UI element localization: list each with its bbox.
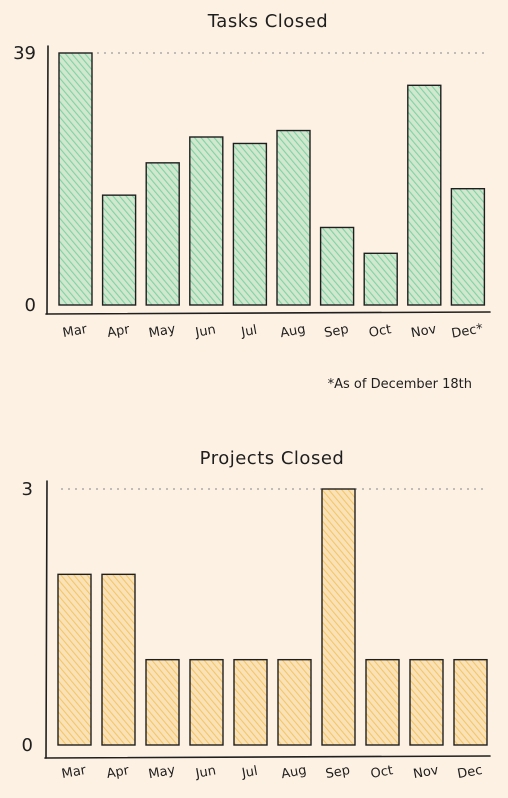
x-tick-label: May: [148, 322, 177, 341]
bar: [366, 659, 399, 745]
x-tick-label: Mar: [62, 322, 89, 341]
bar-outline: [58, 52, 93, 306]
x-tick-label: Jul: [240, 764, 259, 782]
x-tick-label: Apr: [106, 763, 131, 782]
x-tick-label: Dec: [456, 763, 483, 782]
bar-outline: [145, 658, 180, 746]
x-tick-label: Sep: [323, 322, 350, 341]
bar: [146, 162, 180, 305]
bar-outline: [232, 142, 268, 306]
bar-outline: [101, 573, 136, 746]
bar: [410, 659, 443, 745]
chart-title: Projects Closed: [200, 448, 345, 469]
bar: [278, 659, 311, 745]
bar: [451, 188, 485, 305]
bar: [364, 253, 398, 305]
bar: [233, 143, 267, 305]
bar: [58, 574, 91, 745]
x-tick-label: May: [147, 763, 176, 782]
bar-outline: [57, 573, 92, 746]
tasks-closed-chart: Tasks Closed *As of December 18th 0 39 Mar…: [13, 11, 491, 392]
y-tick-label: 39: [13, 43, 36, 64]
bar-outline: [319, 226, 355, 306]
x-axis: [45, 311, 491, 315]
x-tick-label: Jul: [239, 323, 258, 341]
x-tick-label: Jun: [194, 763, 218, 781]
bar-outline: [365, 658, 400, 746]
bar: [454, 659, 487, 745]
y-axis: [46, 45, 49, 315]
bar: [277, 130, 310, 305]
x-tick-label: Apr: [106, 322, 131, 341]
x-tick-label: Aug: [280, 763, 308, 782]
x-axis: [44, 755, 491, 759]
bar: [407, 85, 441, 305]
x-tick-label: Nov: [412, 763, 440, 782]
bar-outline: [277, 658, 312, 746]
bar: [320, 227, 354, 305]
bar-outline: [450, 187, 486, 306]
x-tick-label: Mar: [61, 763, 88, 782]
bar: [102, 195, 136, 305]
bar-outline: [453, 658, 488, 746]
y-tick-label: 3: [22, 479, 33, 500]
x-tick-label: Oct: [368, 322, 393, 341]
bar-outline: [189, 658, 224, 746]
x-tick-label: Oct: [370, 763, 395, 782]
bar-outline: [407, 84, 442, 306]
x-tick-label: Nov: [410, 322, 438, 341]
x-tick-label: Sep: [325, 763, 352, 782]
y-tick-label: 0: [22, 735, 33, 756]
bar-outline: [233, 658, 268, 746]
bar-outline: [101, 194, 137, 306]
bar: [189, 137, 223, 305]
x-tick-label: Aug: [279, 322, 307, 341]
bar: [234, 659, 267, 745]
bar: [322, 489, 355, 745]
bar: [190, 659, 223, 745]
y-axis: [45, 480, 48, 759]
projects-closed-chart: Projects Closed 0 3 Mar Apr May Jun Jul Aug Sep O…: [22, 448, 491, 782]
chart-title: Tasks Closed: [207, 11, 328, 32]
bar-outline: [363, 252, 398, 306]
chart-footnote: *As of December 18th: [328, 377, 472, 392]
bar-outline: [189, 136, 224, 306]
bar-outline: [321, 488, 356, 746]
bar-outline: [276, 129, 311, 306]
x-tick-label: Jun: [193, 322, 217, 340]
bar-outline: [145, 162, 180, 306]
bar-outline: [409, 658, 444, 746]
bar: [146, 659, 179, 745]
y-tick-label: 0: [25, 295, 36, 316]
x-tick-label: Dec*: [450, 321, 484, 341]
bar: [102, 574, 135, 745]
bar: [59, 53, 92, 305]
